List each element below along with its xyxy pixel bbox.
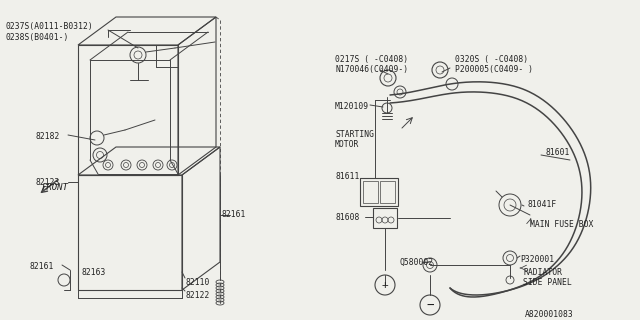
Text: RADIATOR: RADIATOR [523,268,562,277]
Text: 82123: 82123 [35,178,60,187]
Text: 81601: 81601 [545,148,570,157]
Text: P200005(C0409- ): P200005(C0409- ) [455,65,533,74]
Bar [363,181,378,203]
Text: N170046(C0409-): N170046(C0409-) [335,65,408,74]
Text: MOTOR: MOTOR [335,140,360,149]
Text: STARTING: STARTING [335,130,374,139]
Text: SIDE PANEL: SIDE PANEL [523,278,572,287]
Text: Q580002: Q580002 [400,258,434,267]
Bar [373,208,397,228]
Text: 81608: 81608 [335,213,360,222]
Bar [78,175,182,290]
Text: 0217S ( -C0408): 0217S ( -C0408) [335,55,408,64]
Text: MAIN FUSE BOX: MAIN FUSE BOX [530,220,593,229]
Text: P320001: P320001 [520,255,554,264]
Text: FRONT: FRONT [42,183,69,192]
Text: 81611: 81611 [335,172,360,181]
Bar [360,178,398,206]
Text: 0238S(B0401-): 0238S(B0401-) [5,33,68,42]
Text: 0320S ( -C0408): 0320S ( -C0408) [455,55,528,64]
Text: 82161: 82161 [30,262,54,271]
Text: M120109: M120109 [335,102,369,111]
Text: 82161: 82161 [222,210,246,219]
Text: +: + [381,280,388,290]
Text: 81041F: 81041F [528,200,557,209]
Text: 82122: 82122 [185,291,209,300]
Text: −: − [426,299,434,311]
Bar [380,181,395,203]
Text: 82163: 82163 [82,268,106,277]
Text: 82110: 82110 [185,278,209,287]
Text: A820001083: A820001083 [525,310,573,319]
Bar [78,45,178,175]
Text: 82182: 82182 [35,132,60,141]
Text: 0237S(A0111-B0312): 0237S(A0111-B0312) [5,22,93,31]
